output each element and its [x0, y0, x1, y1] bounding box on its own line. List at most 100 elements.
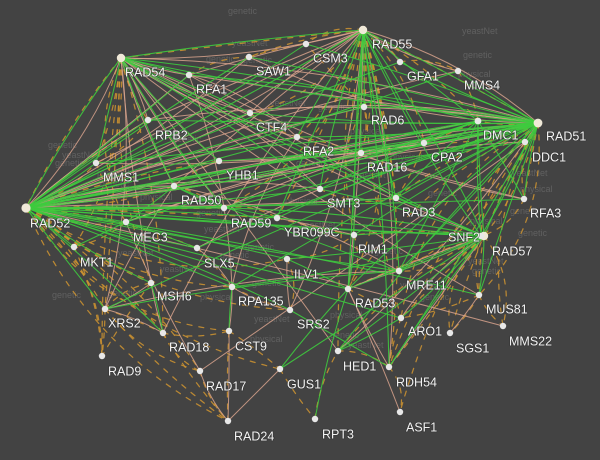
graph-node-gus1[interactable]	[276, 365, 284, 373]
graph-node-rad53[interactable]	[344, 285, 352, 293]
graph-node-mms1[interactable]	[92, 159, 100, 167]
edge-genetic	[363, 106, 539, 124]
graph-node-rim1[interactable]	[350, 231, 358, 239]
node-label-slx5: SLX5	[204, 256, 235, 270]
graph-node-rad17[interactable]	[196, 367, 204, 375]
background-watermark: genetic	[374, 246, 404, 256]
edge-genetic	[25, 207, 164, 334]
graph-node-srs2[interactable]	[286, 306, 294, 314]
graph-node-ddc1[interactable]	[521, 138, 529, 146]
graph-node-rad51[interactable]	[533, 118, 543, 128]
node-label-gfa1: GFA1	[407, 69, 439, 83]
background-watermark: genetic	[220, 250, 250, 260]
graph-node-rpa135[interactable]	[228, 283, 236, 291]
edge-physical	[199, 141, 526, 372]
graph-node-ilv1[interactable]	[283, 255, 291, 263]
edge-genetic	[120, 57, 225, 209]
edge-predicted	[478, 235, 485, 296]
edge-predicted	[25, 207, 229, 422]
edge-predicted	[395, 142, 425, 199]
graph-node-smt3[interactable]	[316, 185, 324, 193]
edge-genetic	[388, 235, 485, 368]
graph-node-mec3[interactable]	[122, 218, 130, 226]
graph-node-hed1[interactable]	[334, 347, 342, 355]
graph-node-yhb1[interactable]	[215, 157, 223, 165]
edge-physical	[227, 368, 281, 422]
graph-node-rad50[interactable]	[170, 182, 178, 190]
background-watermark: genetic	[172, 134, 202, 144]
graph-node-rfa1[interactable]	[185, 71, 193, 79]
graph-node-rad9[interactable]	[98, 352, 106, 360]
node-label-gus1: GUS1	[287, 377, 321, 391]
background-watermark: genetic	[243, 55, 273, 65]
graph-node-rad24[interactable]	[224, 417, 232, 425]
graph-node-sgs1[interactable]	[446, 329, 454, 337]
node-label-rad53: RAD53	[355, 296, 395, 310]
background-watermark: physical	[330, 310, 363, 320]
graph-node-saw1[interactable]	[245, 53, 253, 61]
background-watermark: yeastNet	[118, 248, 154, 258]
edge-genetic	[395, 197, 485, 237]
graph-node-ybr099c[interactable]	[273, 214, 281, 222]
graph-node-mus81[interactable]	[475, 291, 483, 299]
graph-node-mre11[interactable]	[395, 267, 403, 275]
edge-genetic	[477, 120, 485, 237]
edge-predicted	[286, 234, 355, 260]
node-label-asf1: ASF1	[406, 420, 437, 434]
edge-physical	[104, 308, 164, 334]
graph-node-rfa3[interactable]	[520, 195, 528, 203]
edge-genetic	[125, 185, 175, 223]
graph-node-xrs2[interactable]	[101, 305, 109, 313]
background-watermark: physical	[285, 196, 318, 206]
edge-predicted	[162, 330, 230, 337]
graph-node-rad3[interactable]	[392, 194, 400, 202]
edge-predicted	[118, 57, 152, 284]
edge-genetic	[480, 122, 539, 237]
background-watermark: yeastNet	[232, 38, 268, 48]
graph-node-ctf4[interactable]	[246, 109, 254, 117]
graph-node-rad52[interactable]	[21, 203, 31, 213]
edge-physical	[25, 57, 122, 209]
edge-physical	[125, 221, 201, 372]
graph-node-rad55[interactable]	[358, 25, 368, 35]
graph-node-rad18[interactable]	[159, 329, 167, 337]
graph-node-mms22[interactable]	[499, 322, 507, 330]
graph-node-mms4[interactable]	[454, 67, 462, 75]
graph-node-aro1[interactable]	[397, 314, 405, 322]
graph-node-msh6[interactable]	[147, 279, 155, 287]
edge-genetic	[353, 29, 364, 236]
graph-node-asf1[interactable]	[396, 408, 404, 416]
graph-node-rad59[interactable]	[220, 204, 228, 212]
edge-genetic	[231, 122, 539, 288]
edge-genetic	[319, 188, 485, 237]
graph-node-rad6[interactable]	[360, 103, 368, 111]
graph-node-rfa2[interactable]	[293, 133, 301, 141]
graph-node-rad16[interactable]	[357, 149, 365, 157]
graph-node-rad54[interactable]	[116, 53, 126, 63]
graph-node-gfa1[interactable]	[396, 58, 404, 66]
graph-node-slx5[interactable]	[193, 244, 201, 252]
edge-predicted	[388, 317, 402, 368]
edge-predicted	[104, 308, 229, 422]
edge-genetic	[25, 70, 459, 209]
background-watermark: yeastNet	[160, 264, 196, 274]
node-label-rad24: RAD24	[234, 429, 274, 443]
graph-node-cpa2[interactable]	[420, 139, 428, 147]
graph-node-rpb2[interactable]	[144, 116, 152, 124]
node-layer[interactable]	[21, 25, 543, 425]
graph-node-cst9[interactable]	[225, 327, 233, 335]
graph-node-rad57[interactable]	[477, 232, 485, 240]
node-label-layer: RAD55 CSM3 RAD54 SAW1 GFA1 MMS4 RFA1 RAD6 CTF4 RP…	[29, 37, 587, 444]
background-watermark: genetic	[518, 228, 548, 238]
graph-node-csm3[interactable]	[302, 40, 310, 48]
graph-node-mkt1[interactable]	[70, 243, 78, 251]
edge-genetic	[347, 29, 364, 290]
graph-node-dmc1[interactable]	[474, 117, 482, 125]
background-watermark: genetic	[463, 50, 493, 60]
graph-node-rdh54[interactable]	[385, 363, 393, 371]
graph-node-rpt3[interactable]	[311, 415, 319, 423]
edge-genetic	[25, 57, 122, 209]
